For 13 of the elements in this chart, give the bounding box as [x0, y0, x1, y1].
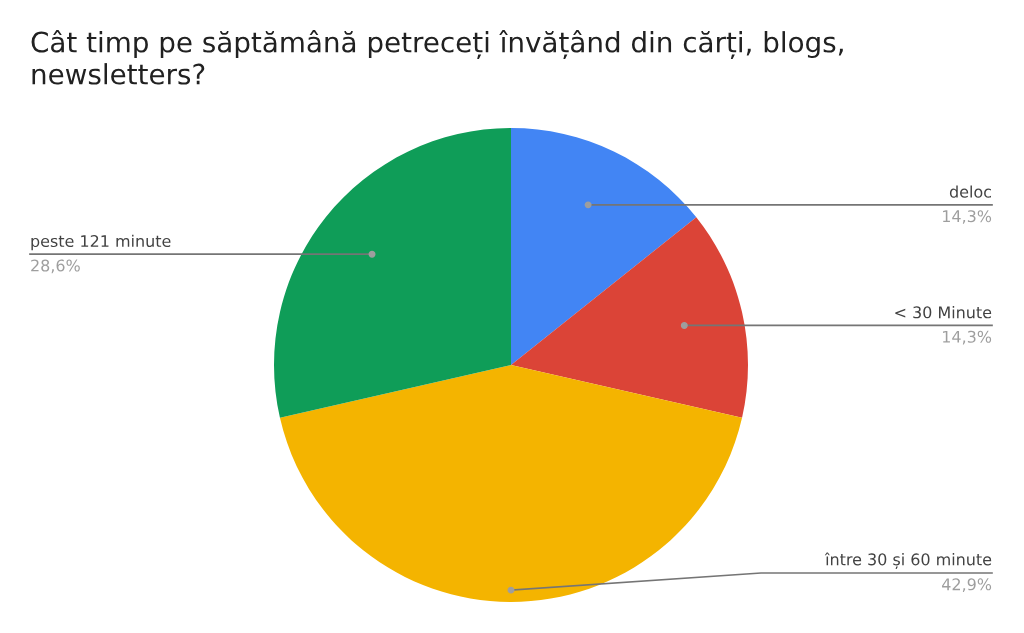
data-label: 14,3% — [943, 210, 992, 224]
data-label: 14,3% — [943, 330, 992, 345]
pie-slice — [511, 128, 697, 365]
pie-slice — [511, 217, 748, 418]
pie-slice — [274, 128, 511, 418]
slice-label: între 30 și 60 minute — [824, 552, 992, 569]
slice-label: peste 121 minute — [31, 234, 171, 251]
pie-slice — [279, 365, 743, 602]
chart-title: Cât timp pe săptămână petreceți învățând din cărți, blogs, newsletters? — [31, 30, 843, 85]
slice-label: deloc — [949, 185, 992, 198]
data-label: 42,9% — [942, 578, 992, 592]
slice-label: < 30 Minute — [895, 305, 992, 319]
data-label: 28,6% — [31, 259, 80, 274]
